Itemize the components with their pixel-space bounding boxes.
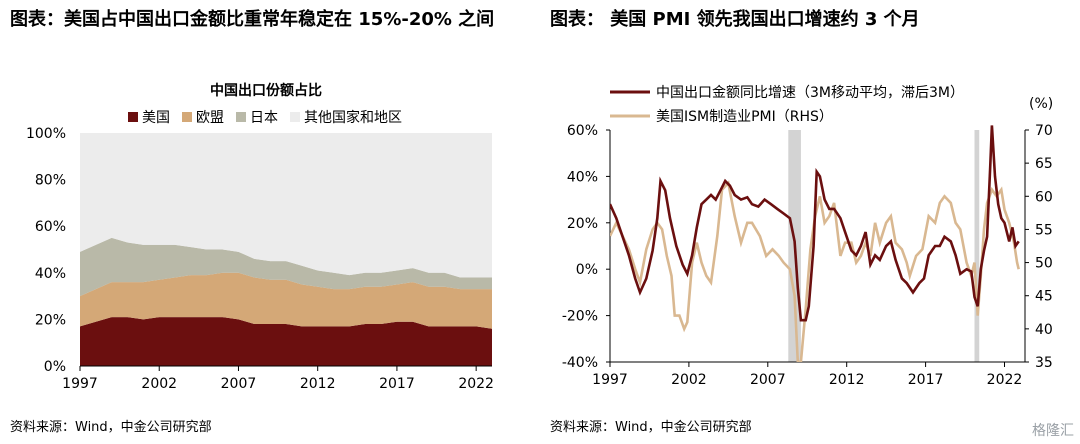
legend-swatch-0	[128, 112, 138, 122]
legend-label-0: 中国出口金额同比增速（3M移动平均，滞后3M）	[656, 85, 964, 101]
y-left-tick-label-2: 0%	[576, 262, 598, 278]
x-tick-label-2: 2007	[750, 372, 786, 388]
area-1	[80, 272, 492, 329]
y-right-tick-label-3: 50	[1035, 256, 1053, 272]
x-tick-label-3: 2012	[829, 372, 865, 388]
y-tick-label-2: 40%	[35, 266, 66, 282]
series-line-0	[610, 125, 1020, 322]
y-right-tick-label-1: 40	[1035, 322, 1053, 338]
x-tick-label-3: 2012	[300, 376, 336, 392]
shaded-period-1	[974, 130, 980, 362]
x-tick-label-4: 2017	[908, 372, 944, 388]
y-left-tick-label-4: 40%	[567, 169, 598, 185]
x-tick-label-0: 1997	[592, 372, 628, 388]
y-tick-label-0: 0%	[44, 359, 66, 375]
area-0	[80, 317, 492, 366]
y-right-tick-label-7: 70	[1035, 123, 1053, 139]
left-chart-title: 图表：美国占中国出口金额比重常年稳定在 15%-20% 之间	[10, 9, 495, 30]
x-tick-label-0: 1997	[62, 376, 98, 392]
x-tick-label-2: 2007	[221, 376, 257, 392]
area-3	[80, 133, 492, 278]
y-tick-label-1: 20%	[35, 312, 66, 328]
y-right-tick-label-0: 35	[1035, 355, 1053, 371]
x-tick-label-5: 2022	[987, 372, 1023, 388]
legend-label-2: 日本	[250, 110, 278, 126]
line-chart: -40% -20% 0% 20% 40% 60% 35 40 45 50 55 60 65 70 (%) 19…	[562, 85, 1053, 388]
y-right-tick-label-5: 60	[1035, 189, 1053, 205]
legend-label-1: 欧盟	[196, 110, 224, 126]
x-tick-label-5: 2022	[458, 376, 494, 392]
x-tick-label-1: 2002	[141, 376, 177, 392]
legend-swatch-1	[182, 112, 192, 122]
x-tick-label-1: 2002	[671, 372, 707, 388]
y-tick-label-3: 60%	[35, 219, 66, 235]
series-line-1	[610, 180, 1020, 362]
y-right-tick-label-6: 65	[1035, 156, 1053, 172]
legend-label-0: 美国	[142, 110, 170, 126]
right-chart-title: 图表： 美国 PMI 领先我国出口增速约 3 个月	[550, 9, 920, 30]
legend-label-1: 美国ISM制造业PMI（RHS）	[656, 109, 833, 125]
right-axis-unit: (%)	[1029, 96, 1053, 112]
watermark-logo: 格隆汇	[1032, 423, 1074, 439]
y-right-tick-label-4: 55	[1035, 222, 1053, 238]
y-right-tick-label-2: 45	[1035, 289, 1053, 305]
y-left-tick-label-5: 60%	[567, 123, 598, 139]
y-left-tick-label-3: 20%	[567, 216, 598, 232]
left-source-note: 资料来源：Wind，中金公司研究部	[10, 420, 212, 435]
y-tick-label-5: 100%	[26, 126, 66, 142]
y-tick-label-4: 80%	[35, 173, 66, 189]
chart-title: 中国出口份额占比	[210, 82, 322, 99]
area-2	[80, 237, 492, 297]
legend-swatch-2	[236, 112, 246, 122]
y-left-tick-label-0: -40%	[562, 355, 598, 371]
right-source-note: 资料来源：Wind，中金公司研究部	[550, 420, 752, 435]
legend-label-3: 其他国家和地区	[304, 109, 402, 126]
y-left-tick-label-1: -20%	[562, 309, 598, 325]
legend-swatch-3	[290, 112, 300, 122]
x-tick-label-4: 2017	[379, 376, 415, 392]
